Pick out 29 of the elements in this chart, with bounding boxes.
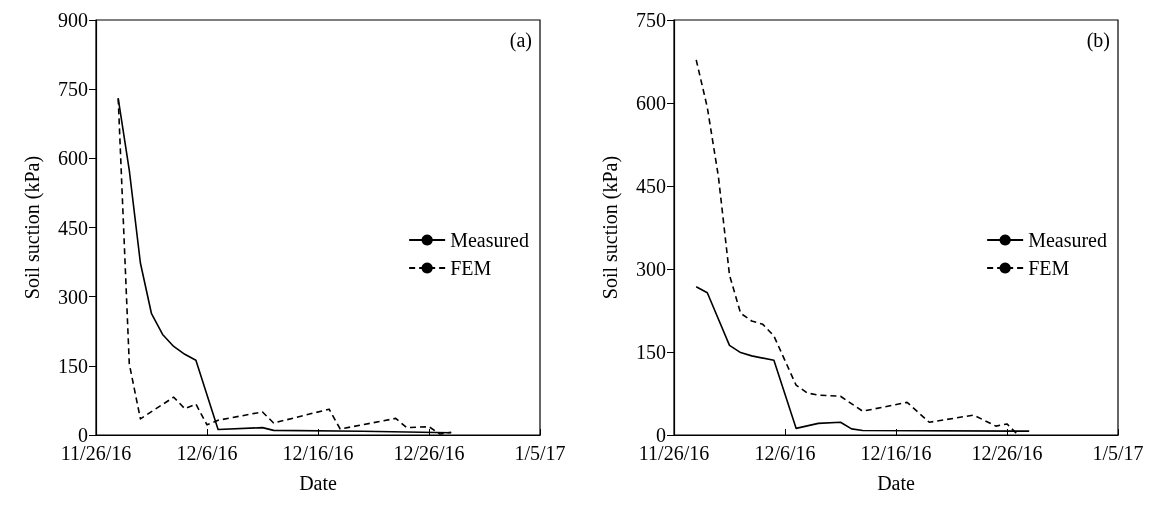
y-tick-label: 900	[58, 9, 88, 31]
legend-label: Measured	[1028, 229, 1107, 251]
x-tick-label: 12/16/16	[282, 442, 354, 464]
x-tick-label: 12/26/16	[971, 442, 1043, 464]
x-tick-label: 1/5/17	[514, 442, 566, 464]
legend-label: FEM	[1028, 257, 1070, 279]
y-tick-label: 150	[58, 354, 88, 377]
x-axis-title: Date	[877, 472, 915, 494]
x-tick-label: 12/16/16	[860, 442, 932, 464]
y-axis-title: Soil suction (kPa)	[21, 155, 44, 300]
y-tick-label: 300	[636, 258, 666, 280]
legend-label: Measured	[450, 229, 529, 251]
y-tick-label: 600	[636, 92, 666, 114]
y-tick-label: 750	[636, 9, 666, 31]
x-tick-label: 12/6/16	[754, 442, 816, 464]
y-tick-label: 600	[58, 147, 88, 170]
y-tick-label: 300	[58, 285, 88, 308]
annotation: (b)	[1086, 29, 1111, 52]
x-axis-title: Date	[299, 472, 337, 494]
x-tick-label: 12/26/16	[393, 442, 465, 464]
x-tick-label: 12/6/16	[176, 442, 238, 464]
annotation: (a)	[509, 29, 533, 52]
y-axis-title: Soil suction (kPa)	[599, 155, 622, 300]
y-tick-label: 450	[58, 216, 88, 239]
legend-label: FEM	[450, 257, 492, 279]
y-tick-label: 750	[58, 78, 88, 101]
y-tick-label: 150	[636, 341, 666, 363]
x-tick-label: 1/5/17	[1092, 442, 1144, 464]
y-tick-label: 450	[636, 175, 666, 197]
